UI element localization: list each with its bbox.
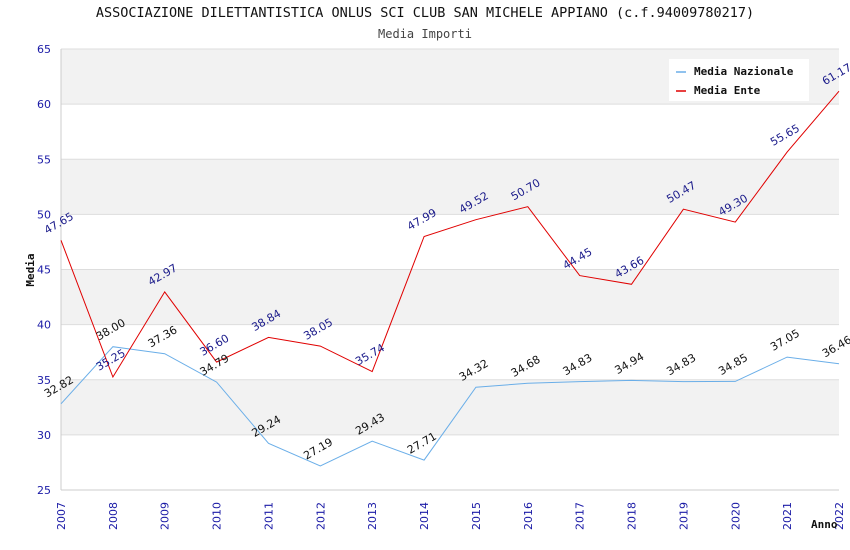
grid-band [61, 104, 839, 160]
x-tick-label: 2007 [55, 502, 68, 530]
grid-band [61, 379, 839, 435]
grid-bands [61, 49, 839, 490]
grid-lines [60, 48, 839, 491]
x-tick-label: 2019 [677, 502, 690, 530]
chart-subtitle: Media Importi [378, 27, 472, 41]
x-tick-label: 2011 [262, 502, 275, 530]
y-tick-label: 45 [37, 264, 51, 277]
y-tick-label: 50 [37, 208, 51, 221]
grid-band [61, 214, 839, 270]
legend-label-media-ente: Media Ente [694, 84, 761, 97]
legend: Media Nazionale Media Ente [669, 59, 809, 101]
grid-band [61, 324, 839, 380]
x-tick-label: 2009 [159, 502, 172, 530]
x-tick-label: 2016 [522, 502, 535, 530]
x-axis-label: Anno [811, 518, 838, 531]
series-lines [60, 90, 840, 467]
legend-box [669, 59, 809, 101]
y-tick-label: 60 [37, 98, 51, 111]
y-tick-label: 55 [37, 153, 51, 166]
x-tick-label: 2014 [418, 502, 431, 530]
series-line-media-nazionale [60, 346, 840, 467]
y-axis-label: Media [24, 253, 37, 286]
legend-label-media-nazionale: Media Nazionale [694, 65, 794, 78]
x-tick-label: 2015 [470, 502, 483, 530]
y-tick-label: 40 [37, 319, 51, 332]
x-axis-ticks: 2007 2008 2009 2010 2011 2012 2013 2014 2015 2016… [55, 502, 846, 530]
grid-band [61, 434, 839, 490]
x-tick-label: 2021 [781, 502, 794, 530]
y-axis-ticks: 25 30 35 40 45 50 55 60 65 [37, 43, 51, 497]
x-tick-label: 2013 [366, 502, 379, 530]
x-tick-label: 2018 [626, 502, 639, 530]
x-tick-label: 2008 [107, 502, 120, 530]
y-tick-label: 35 [37, 374, 51, 387]
x-tick-label: 2017 [574, 502, 587, 530]
x-tick-label: 2012 [314, 502, 327, 530]
series-line-media-ente [60, 90, 840, 379]
x-tick-label: 2010 [211, 502, 224, 530]
chart-title: ASSOCIAZIONE DILETTANTISTICA ONLUS SCI C… [95, 5, 755, 21]
y-tick-label: 30 [37, 429, 51, 442]
x-tick-label: 2020 [729, 502, 742, 530]
grid-band [61, 159, 839, 215]
y-tick-label: 25 [37, 484, 51, 497]
x-tick-label: 2022 [833, 502, 846, 530]
y-tick-label: 65 [37, 43, 51, 56]
grid-band [61, 269, 839, 325]
